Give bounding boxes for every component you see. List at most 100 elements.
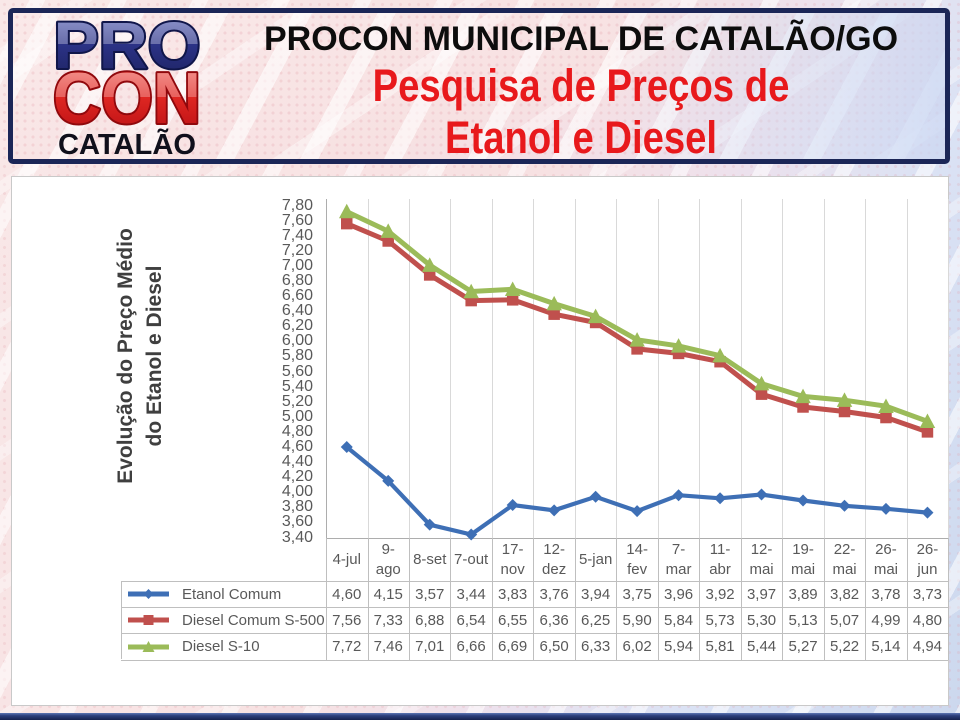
legend-marker-shape bbox=[143, 589, 154, 600]
table-value-cell: 3,94 bbox=[581, 585, 611, 603]
y-tick-label: 7,80 bbox=[281, 196, 313, 214]
table-value-cell: 5,07 bbox=[829, 611, 860, 629]
x-category-label-line: 22- bbox=[833, 540, 856, 558]
y-tick-label: 6,40 bbox=[281, 302, 313, 320]
y-tick-label: 4,60 bbox=[281, 438, 313, 455]
table-column-border bbox=[657, 537, 659, 660]
vertical-gridline bbox=[533, 199, 535, 538]
x-category-label: 5-jan bbox=[575, 539, 617, 582]
y-tick-label: 6,60 bbox=[281, 287, 313, 305]
x-category-label: 12- dez bbox=[533, 539, 575, 582]
x-category-label-line: 26- bbox=[916, 540, 939, 558]
table-value-cell: 6,33 bbox=[581, 637, 611, 655]
table-value-cell: 3,73 bbox=[912, 585, 943, 603]
header-banner: PRO PRO CON CON CATALÃO PROCON MUNICIPAL… bbox=[8, 8, 950, 164]
vertical-gridline bbox=[491, 199, 493, 538]
logo-gloss-con: CON bbox=[53, 59, 201, 139]
table-value-cell: 7,33 bbox=[373, 611, 403, 629]
table-value-cell: 3,75 bbox=[622, 585, 652, 603]
y-tick-label: 7,20 bbox=[281, 241, 313, 259]
table-column-border bbox=[533, 537, 535, 660]
x-category-label: 22- mai bbox=[824, 539, 866, 582]
vertical-gridline bbox=[740, 199, 742, 538]
y-tick-label: 4,80 bbox=[281, 422, 313, 440]
table-value-cell: 5,84 bbox=[663, 611, 694, 629]
table-value-cell: 4,60 bbox=[332, 585, 362, 603]
logo-text-con: CON bbox=[53, 59, 201, 139]
x-category-label-line: jun bbox=[917, 560, 938, 578]
table-value-cell: 7,56 bbox=[332, 611, 362, 629]
table-value-cell: 5,27 bbox=[788, 637, 818, 655]
table-value-cell: 6,88 bbox=[415, 611, 445, 629]
y-axis-title-line2: do Etanol e Diesel bbox=[143, 265, 166, 447]
y-tick-label: 7,40 bbox=[281, 226, 313, 244]
y-tick-label: 7,00 bbox=[281, 256, 313, 274]
x-category-label-line: 11- bbox=[709, 540, 731, 558]
x-category-label-line: mar bbox=[665, 560, 692, 578]
x-category-label: 9- ago bbox=[368, 539, 410, 582]
x-category-label-line: 5-jan bbox=[578, 550, 613, 568]
x-category-label: 19- mai bbox=[782, 539, 824, 582]
x-category-label-line: 4-jul bbox=[332, 550, 361, 568]
y-tick-label: 6,20 bbox=[281, 317, 313, 335]
header-subtitle-line1: Pesquisa de Preços de bbox=[372, 60, 790, 111]
y-tick-label: 3,60 bbox=[281, 513, 313, 531]
y-tick-label: 5,60 bbox=[281, 362, 313, 380]
y-tick-label: 6,80 bbox=[281, 272, 313, 289]
table-value-cell: 3,76 bbox=[539, 585, 569, 603]
header-titles: PROCON MUNICIPAL DE CATALÃO/GO Pesquisa … bbox=[241, 13, 921, 163]
table-column-border bbox=[906, 537, 908, 660]
table-value-cell: 5,44 bbox=[746, 637, 777, 655]
table-column-border bbox=[740, 537, 742, 660]
table-value-cell: 3,78 bbox=[871, 585, 901, 603]
table-value-cell: 6,25 bbox=[581, 611, 611, 629]
y-tick-label: 4,00 bbox=[281, 483, 313, 501]
vertical-gridline bbox=[450, 199, 452, 538]
header-subtitle-line2: Etanol e Diesel bbox=[444, 112, 718, 163]
table-value-cell: 3,97 bbox=[746, 585, 777, 603]
legend-series-name: Diesel S-10 bbox=[182, 637, 260, 655]
vertical-gridline bbox=[699, 199, 701, 538]
procon-logo: PRO PRO CON CON CATALÃO bbox=[51, 17, 203, 159]
table-value-cell: 6,66 bbox=[456, 637, 486, 655]
table-value-cell: 6,36 bbox=[539, 611, 569, 629]
y-tick-label: 7,60 bbox=[281, 211, 313, 229]
x-category-label: 7-out bbox=[450, 539, 492, 582]
x-category-label-line: 12- bbox=[543, 540, 565, 558]
x-category-label-line: mai bbox=[790, 560, 816, 578]
x-category-label: 12- mai bbox=[741, 539, 783, 582]
table-value-cell: 7,72 bbox=[332, 637, 362, 655]
y-axis-title: Evolução do Preço Médio do Etanol e Dies… bbox=[111, 206, 171, 506]
x-category-label-line: mai bbox=[749, 560, 774, 578]
x-category-label-line: fev bbox=[627, 560, 648, 578]
table-value-cell: 6,02 bbox=[622, 637, 652, 655]
vertical-gridline bbox=[782, 199, 784, 538]
table-row-border bbox=[121, 659, 949, 661]
table-value-cell: 5,30 bbox=[746, 611, 777, 629]
table-column-border bbox=[574, 537, 576, 660]
table-value-cell: 5,14 bbox=[871, 637, 901, 655]
legend-marker-shape bbox=[143, 615, 154, 626]
table-left-border bbox=[121, 581, 122, 660]
table-value-cell: 3,92 bbox=[705, 585, 735, 603]
x-category-label: 8-set bbox=[409, 539, 451, 582]
x-category-label-line: 26- bbox=[875, 540, 897, 558]
table-value-cell: 7,01 bbox=[415, 637, 445, 655]
table-value-cell: 3,96 bbox=[663, 585, 694, 603]
table-column-border bbox=[326, 537, 327, 660]
table-value-cell: 6,50 bbox=[539, 637, 569, 655]
vertical-gridline bbox=[616, 199, 618, 538]
y-tick-label: 4,40 bbox=[281, 453, 313, 471]
table-row-border bbox=[121, 607, 949, 609]
table-value-cell: 4,99 bbox=[871, 611, 901, 629]
x-category-label-line: mai bbox=[873, 560, 899, 578]
table-value-cell: 6,69 bbox=[498, 637, 528, 655]
legend-marker-triangle bbox=[128, 640, 169, 652]
table-column-border bbox=[948, 537, 950, 660]
bottom-border-bar bbox=[0, 713, 960, 720]
table-value-cell: 6,54 bbox=[456, 611, 486, 629]
table-value-cell: 5,22 bbox=[829, 637, 860, 655]
legend-marker-square bbox=[128, 615, 169, 626]
logo-text-pro: PRO bbox=[54, 17, 201, 82]
